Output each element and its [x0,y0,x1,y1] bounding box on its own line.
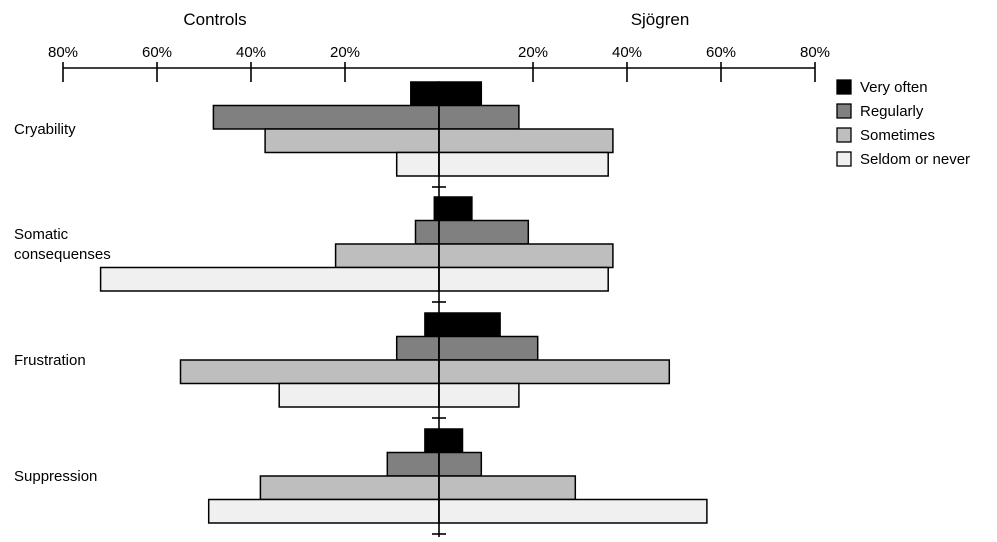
right-group-label: Sjögren [631,10,690,29]
category-labels: Cryability Somatic consequenses Frustration… [14,121,111,485]
x-axis: 80% 60% 40% 20% 20% 40% 60% 80% [48,44,830,82]
bars [99,81,708,537]
bar-sjogren [438,196,473,222]
category-label: Somatic [14,226,69,243]
bar-sjogren [438,243,614,269]
x-tick-label: 40% [612,44,642,61]
category-label: consequenses [14,246,111,263]
bar-sjogren [438,128,614,154]
category-label: Cryability [14,121,76,138]
legend-label: Very often [860,79,928,96]
bar-controls [386,451,440,477]
bar-sjogren [438,104,520,130]
legend-swatch [836,127,852,143]
legend-swatch [836,79,852,95]
bar-sjogren [438,498,708,524]
bar-controls [99,266,440,292]
bar-controls [179,359,440,385]
x-tick-label: 20% [518,44,548,61]
bar-controls [395,151,440,177]
bar-controls [278,382,440,408]
legend-label: Sometimes [860,127,935,144]
bar-controls [414,219,440,245]
bar-sjogren [438,475,577,501]
legend-swatch [836,103,852,119]
x-tick-label: 60% [142,44,172,61]
bar-controls [424,428,440,454]
bar-sjogren [438,151,609,177]
legend-label: Regularly [860,103,924,120]
bar-controls [424,312,440,338]
x-tick-label: 60% [706,44,736,61]
bar-sjogren [438,451,483,477]
bar-sjogren [438,382,520,408]
bar-sjogren [438,359,671,385]
legend-swatch [836,151,852,167]
x-tick-label: 20% [330,44,360,61]
x-tick-label: 40% [236,44,266,61]
bar-controls [410,81,440,107]
x-tick-label: 80% [48,44,78,61]
bar-sjogren [438,312,501,338]
category-label: Frustration [14,352,86,369]
bar-controls [212,104,440,130]
bar-controls [207,498,440,524]
bar-sjogren [438,335,539,361]
bar-controls [395,335,440,361]
x-tick-label: 80% [800,44,830,61]
legend: Very often Regularly Sometimes Seldom or ne… [836,79,970,168]
legend-label: Seldom or never [860,151,970,168]
left-group-label: Controls [183,10,246,29]
category-label: Suppression [14,468,97,485]
bar-sjogren [438,266,609,292]
bar-sjogren [438,219,530,245]
bar-controls [259,475,440,501]
bar-controls [334,243,440,269]
bar-sjogren [438,428,464,454]
bar-controls [264,128,440,154]
bar-sjogren [438,81,483,107]
